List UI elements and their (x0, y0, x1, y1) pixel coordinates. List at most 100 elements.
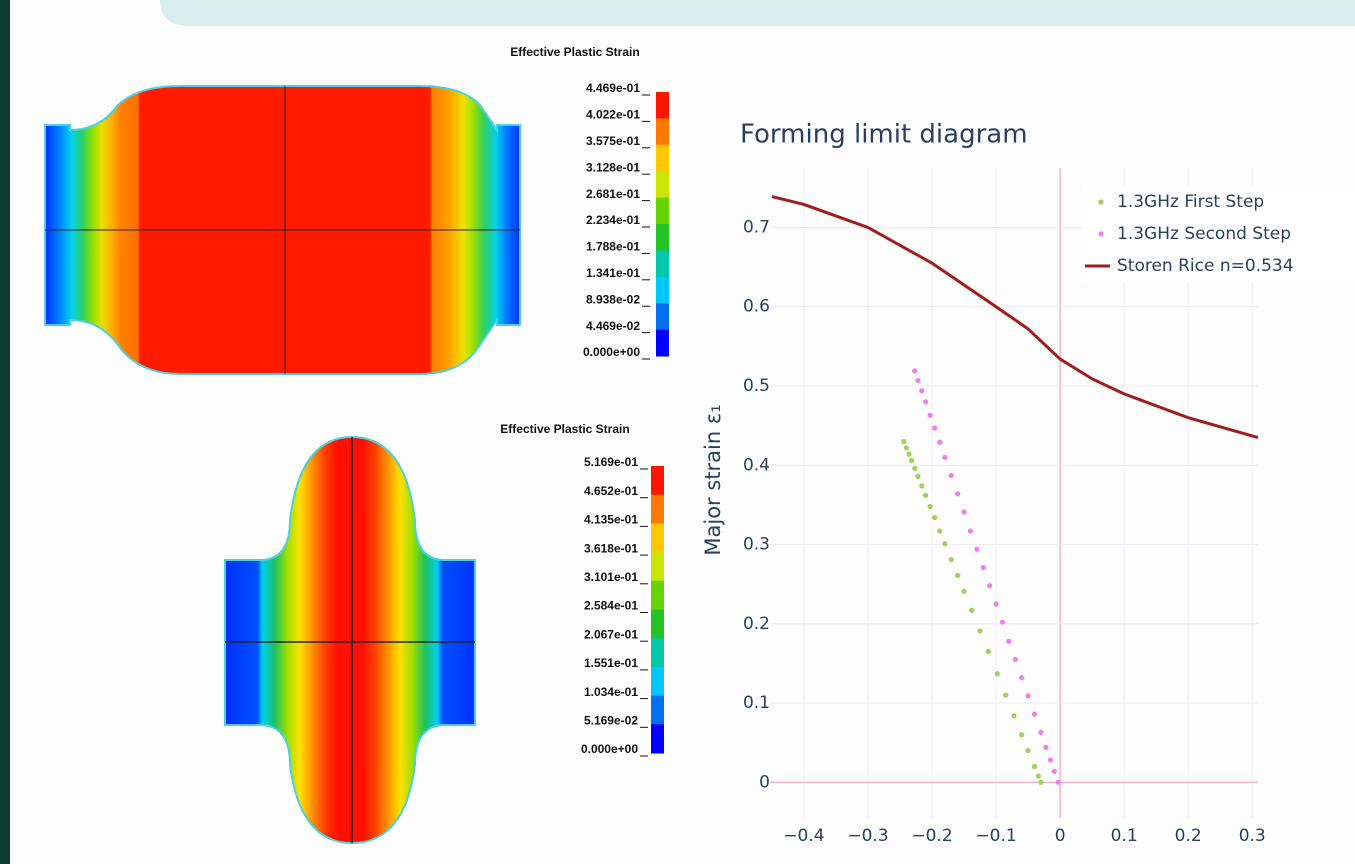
data-point (942, 541, 947, 546)
colorbar-label: 1.034e-01 (584, 685, 638, 699)
colorbar-label: 3.128e-01 (586, 160, 640, 174)
data-point (969, 608, 974, 613)
colorbar-label: 1.341e-01 (586, 266, 640, 280)
colorbar-label: 4.652e-01 (584, 484, 638, 498)
colorbar-label: 2.067e-01 (584, 627, 638, 641)
data-point (909, 458, 914, 463)
colorbar-segment (656, 171, 669, 198)
x-tick-label: 0.2 (1175, 826, 1202, 846)
y-tick-label: 0.1 (743, 693, 770, 713)
y-tick-label: 0.3 (743, 535, 770, 555)
colorbar-label: 5.169e-02 (584, 713, 638, 727)
colorbar-segment (656, 118, 669, 145)
chart-title: Forming limit diagram (740, 120, 1028, 150)
data-point (961, 509, 966, 514)
slide: Forming limit diagram Major strain ε₁ Ef… (0, 0, 1355, 864)
colorbar-label: 0.000e+00 (581, 742, 638, 756)
colorbar-segment (656, 92, 669, 119)
y-tick-label: 0.4 (743, 455, 770, 475)
colorbar-title: Effective Plastic Strain (500, 422, 629, 436)
colorbar-title: Effective Plastic Strain (510, 45, 639, 59)
simulation-cavity-1 (45, 86, 520, 374)
data-point (955, 573, 960, 578)
data-point (1025, 748, 1030, 753)
colorbar-segment (656, 145, 669, 172)
colorbar-segment (656, 330, 669, 357)
data-point (1019, 732, 1024, 737)
data-point (928, 504, 933, 509)
data-point (937, 528, 942, 533)
x-tick-label: 0.1 (1111, 826, 1138, 846)
colorbar-label: 1.788e-01 (586, 240, 640, 254)
colorbar-segment (656, 303, 669, 330)
data-point (961, 589, 966, 594)
y-tick-label: 0.5 (743, 376, 770, 396)
data-point (923, 493, 928, 498)
data-point (1000, 620, 1005, 625)
data-point (919, 388, 924, 393)
y-axis-label: Major strain ε₁ (701, 404, 725, 555)
data-point (987, 583, 992, 588)
colorbar-label: 4.135e-01 (584, 513, 638, 527)
legend-symbol (1098, 231, 1103, 236)
data-point (932, 515, 937, 520)
data-point (981, 565, 986, 570)
colorbar-segment (651, 466, 664, 495)
colorbar-segment (656, 250, 669, 277)
data-point (993, 601, 998, 606)
legend-label: 1.3GHz Second Step (1117, 224, 1291, 244)
data-point (1032, 712, 1037, 717)
colorbar-label: 4.469e-01 (586, 81, 640, 95)
colorbar-segment (651, 581, 664, 610)
cavity-shape (225, 437, 475, 843)
colorbar-segment (651, 667, 664, 696)
data-point (912, 466, 917, 471)
data-point (968, 528, 973, 533)
data-point (1006, 639, 1011, 644)
colorbar-segment (651, 696, 664, 725)
data-point (1052, 769, 1057, 774)
colorbar-segment (651, 552, 664, 581)
x-tick-label: −0.3 (847, 826, 888, 846)
colorbar-segment (656, 224, 669, 251)
colorbar-label: 4.022e-01 (586, 108, 640, 122)
data-point (955, 491, 960, 496)
x-tick-label: 0.3 (1239, 826, 1266, 846)
data-point (949, 473, 954, 478)
x-tick-label: −0.2 (911, 826, 952, 846)
data-point (1013, 657, 1018, 662)
colorbar-label: 3.575e-01 (586, 134, 640, 148)
colorbar-segment (651, 610, 664, 639)
data-point (919, 483, 924, 488)
data-point (904, 445, 909, 450)
colorbar-label: 3.618e-01 (584, 541, 638, 555)
y-tick-label: 0.2 (743, 614, 770, 634)
data-point (995, 671, 1000, 676)
legend-label: Storen Rice n=0.534 (1117, 256, 1294, 276)
data-point (977, 628, 982, 633)
colorbar-label: 2.234e-01 (586, 213, 640, 227)
colorbar-segment (651, 724, 664, 753)
legend-symbol (1098, 199, 1103, 204)
colorbar-label: 3.101e-01 (584, 570, 638, 584)
title-banner (160, 0, 1355, 26)
colorbar-segment (656, 277, 669, 304)
y-tick-label: 0.6 (743, 297, 770, 317)
data-point (1043, 745, 1048, 750)
data-point (1056, 780, 1061, 785)
data-point (1003, 693, 1008, 698)
data-point (923, 399, 928, 404)
colorbar-segment (651, 495, 664, 524)
plot-area (772, 197, 1258, 785)
colorbar-label: 8.938e-02 (586, 292, 640, 306)
data-point (1038, 780, 1043, 785)
data-point (915, 378, 920, 383)
data-point (1025, 693, 1030, 698)
data-point (986, 649, 991, 654)
data-point (974, 547, 979, 552)
data-point (1038, 730, 1043, 735)
data-point (901, 439, 906, 444)
data-point (1032, 764, 1037, 769)
x-tick-label: −0.4 (783, 826, 824, 846)
x-tick-label: 0 (1055, 826, 1066, 846)
